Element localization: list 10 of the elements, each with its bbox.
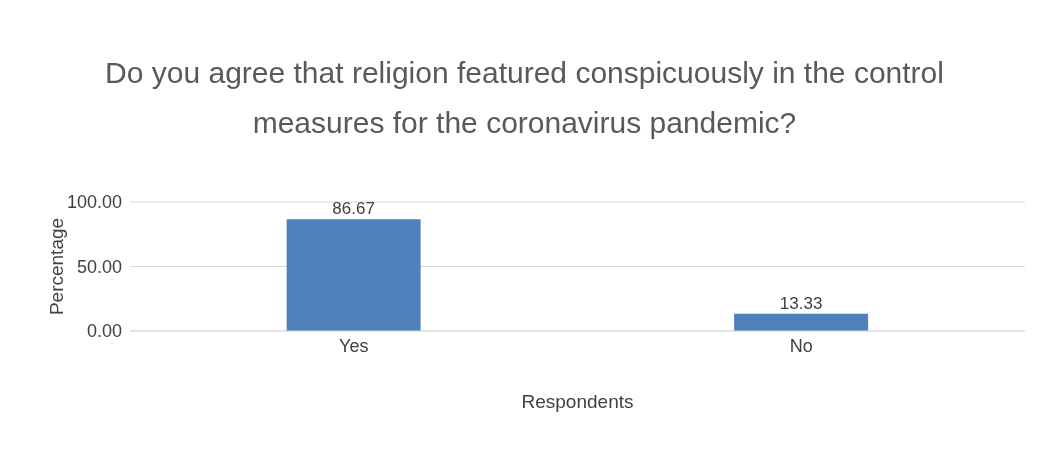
y-tick-label: 100.00 (66, 192, 122, 213)
y-axis-title: Percentage (45, 217, 67, 316)
data-label: 13.33 (779, 293, 823, 313)
x-tick-label: No (789, 335, 813, 356)
x-axis-title: Respondents (521, 391, 634, 412)
x-tick-label: Yes (339, 335, 369, 356)
chart-title: Do you agree that religion featured conspicuously in the control measures for the coronavirus pandemic? (104, 55, 945, 141)
y-tick-label: 50.00 (76, 256, 122, 277)
data-label: 86.67 (332, 199, 375, 219)
y-tick-label: 0.00 (86, 321, 122, 342)
